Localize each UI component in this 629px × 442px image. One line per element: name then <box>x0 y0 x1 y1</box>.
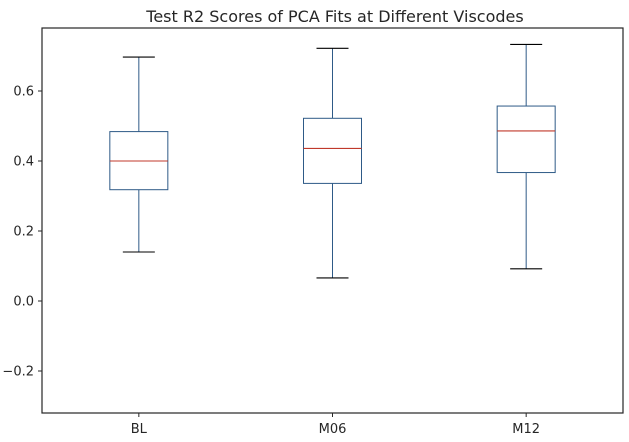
y-tick-label: 0.4 <box>13 155 34 170</box>
y-tick-label: 0.6 <box>13 85 34 100</box>
x-axis: BL M06 M12 <box>131 413 540 437</box>
box-series <box>109 43 556 279</box>
x-tick-label: M06 <box>319 422 347 437</box>
iqr-box <box>303 117 362 184</box>
y-tick-label: −0.2 <box>2 365 34 380</box>
box-m12 <box>496 43 556 270</box>
y-tick-label: 0.2 <box>13 225 34 240</box>
box-bl <box>109 56 169 253</box>
box-m06 <box>303 47 362 279</box>
y-axis: −0.2 0.0 0.2 0.4 0.6 <box>2 85 42 380</box>
iqr-box <box>496 105 556 174</box>
y-tick-label: 0.0 <box>13 295 34 310</box>
x-tick-label: BL <box>131 422 148 437</box>
chart-title: Test R2 Scores of PCA Fits at Different … <box>145 7 523 26</box>
x-tick-label: M12 <box>512 422 540 437</box>
